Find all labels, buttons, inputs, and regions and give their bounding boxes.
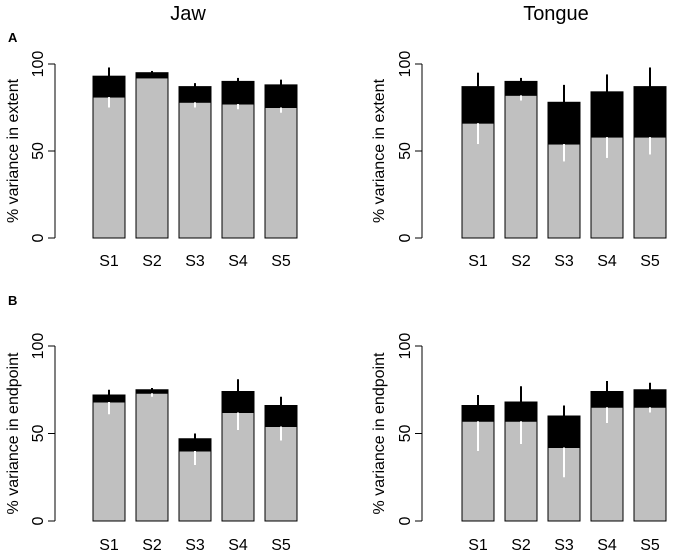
bar-lower-segment <box>221 103 255 239</box>
chart-panel-4: 0 50 100 % variance in endpoint S1 S2 S3 S4 S5 <box>371 333 667 554</box>
category-label: S4 <box>597 253 617 270</box>
y-tick-label: 100 <box>30 333 47 360</box>
y-tick-label: 0 <box>397 516 414 525</box>
y-axis-label: % variance in endpoint <box>371 352 388 514</box>
bar-total-segment <box>504 80 538 96</box>
y-tick-label: 0 <box>30 516 47 525</box>
y-tick-label: 0 <box>30 233 47 242</box>
bar-total-segment <box>590 391 624 408</box>
bar-lower-segment <box>264 426 298 522</box>
bar-lower-segment <box>92 96 126 239</box>
bar-total-segment <box>221 80 255 105</box>
bar-total-segment <box>135 72 169 79</box>
category-label: S4 <box>597 537 617 554</box>
bar-total-segment <box>633 86 667 138</box>
category-label: S3 <box>185 253 205 270</box>
category-label: S1 <box>99 537 119 554</box>
category-label: S4 <box>228 537 248 554</box>
y-tick-label: 50 <box>30 142 47 160</box>
y-tick-label: 100 <box>30 51 47 78</box>
category-label: S5 <box>640 537 660 554</box>
bar-lower-segment <box>135 77 169 239</box>
bar-lower-segment <box>504 94 538 239</box>
bar-lower-segment <box>135 392 169 522</box>
bar-total-segment <box>547 101 581 145</box>
bar-total-segment <box>135 389 169 394</box>
chart-panel-3: 0 50 100 % variance in endpoint S1 S2 S3 S4 S5 <box>5 333 298 554</box>
bar-lower-segment <box>633 406 667 522</box>
bar-total-segment <box>92 394 126 403</box>
panels: 0 50 100 % variance in extent S1 S2 S3 S4 S5 0 50 1… <box>5 51 667 554</box>
category-label: S4 <box>228 253 248 270</box>
bar-total-segment <box>264 84 298 108</box>
bar-lower-segment <box>178 101 212 239</box>
category-label: S2 <box>142 537 162 554</box>
category-label: S2 <box>511 253 531 270</box>
bar-total-segment <box>547 415 581 448</box>
bar-total-segment <box>178 438 212 452</box>
category-label: S5 <box>271 253 291 270</box>
bar-total-segment <box>92 75 126 98</box>
y-axis-label: % variance in extent <box>5 78 22 223</box>
category-label: S3 <box>554 253 574 270</box>
category-label: S2 <box>511 537 531 554</box>
y-tick-label: 100 <box>397 333 414 360</box>
y-axis-label: % variance in extent <box>371 78 388 223</box>
bar-total-segment <box>221 391 255 413</box>
bar-total-segment <box>264 405 298 427</box>
chart-panel-1: 0 50 100 % variance in extent S1 S2 S3 S4 S5 <box>5 51 298 270</box>
category-label: S2 <box>142 253 162 270</box>
bar-total-segment <box>590 91 624 138</box>
bar-lower-segment <box>264 107 298 239</box>
row-label-b: B <box>8 293 17 308</box>
y-tick-label: 50 <box>397 425 414 443</box>
bar-total-segment <box>178 86 212 103</box>
category-label: S1 <box>468 537 488 554</box>
category-label: S3 <box>554 537 574 554</box>
category-label: S5 <box>640 253 660 270</box>
column-title-tongue: Tongue <box>523 3 589 25</box>
y-tick-label: 50 <box>30 425 47 443</box>
y-axis-label: % variance in endpoint <box>5 352 22 514</box>
bar-total-segment <box>461 405 495 422</box>
category-label: S1 <box>468 253 488 270</box>
row-label-a: A <box>8 30 18 45</box>
bar-lower-segment <box>221 412 255 522</box>
y-tick-label: 100 <box>397 51 414 78</box>
column-title-jaw: Jaw <box>170 3 206 25</box>
bar-lower-segment <box>92 401 126 522</box>
bar-total-segment <box>461 86 495 124</box>
category-label: S1 <box>99 253 119 270</box>
bar-total-segment <box>633 389 667 408</box>
category-label: S5 <box>271 537 291 554</box>
category-label: S3 <box>185 537 205 554</box>
bar-lower-segment <box>590 406 624 522</box>
y-tick-label: 50 <box>397 142 414 160</box>
y-tick-label: 0 <box>397 233 414 242</box>
bar-total-segment <box>504 401 538 422</box>
chart-panel-2: 0 50 100 % variance in extent S1 S2 S3 S4 S5 <box>371 51 667 270</box>
